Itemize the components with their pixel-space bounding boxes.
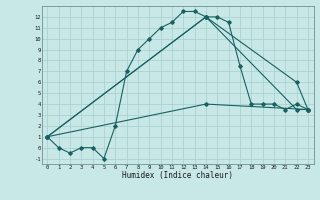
X-axis label: Humidex (Indice chaleur): Humidex (Indice chaleur) xyxy=(122,171,233,180)
